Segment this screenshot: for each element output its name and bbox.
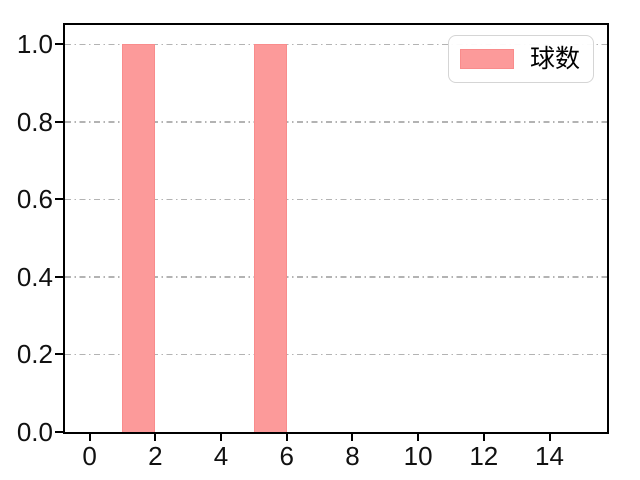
x-tick-mark <box>351 434 354 441</box>
legend-label: 球数 <box>530 44 581 73</box>
y-tick-label: 0.6 <box>16 184 53 215</box>
y-tick-label: 0.4 <box>16 261 53 292</box>
x-tick-label: 4 <box>213 441 229 471</box>
y-tick-label: 0.2 <box>16 339 53 370</box>
y-gridline <box>65 276 607 278</box>
x-tick-mark <box>88 434 91 441</box>
y-tick-mark <box>55 431 63 433</box>
y-gridline <box>65 198 607 201</box>
y-tick-mark <box>55 198 63 201</box>
x-tick-mark <box>417 434 420 441</box>
x-tick-label: 2 <box>148 441 163 471</box>
x-tick-label: 6 <box>279 441 294 471</box>
x-tick-mark <box>154 434 157 441</box>
x-tick-label: 14 <box>535 441 564 471</box>
y-tick-label: 0.0 <box>16 417 53 447</box>
y-tick-mark <box>55 275 63 278</box>
x-tick-mark <box>482 434 485 441</box>
y-tick-label: 0.8 <box>16 106 53 137</box>
y-tick-mark <box>55 43 63 46</box>
x-tick-label: 12 <box>469 441 499 471</box>
x-tick-label: 0 <box>82 441 97 471</box>
y-gridline <box>65 43 607 46</box>
y-tick-mark <box>55 353 63 356</box>
legend-swatch-pitch-count <box>460 49 514 69</box>
y-tick-label: 1.0 <box>16 29 53 60</box>
y-gridline <box>65 121 607 123</box>
x-tick-mark <box>220 434 223 441</box>
bar <box>253 44 287 432</box>
x-tick-label: 10 <box>403 441 433 471</box>
bar <box>122 44 156 432</box>
legend: 球数 <box>448 35 594 83</box>
plot-area: 0.0 0.2 0.4 0.6 0.8 1.0 0 2 4 6 8 10 12 14 <box>17 23 609 469</box>
x-tick-mark <box>548 434 551 441</box>
x-tick-label: 8 <box>345 441 360 471</box>
x-tick-mark <box>285 434 288 441</box>
y-tick-mark <box>55 120 63 123</box>
y-gridline <box>65 353 607 356</box>
